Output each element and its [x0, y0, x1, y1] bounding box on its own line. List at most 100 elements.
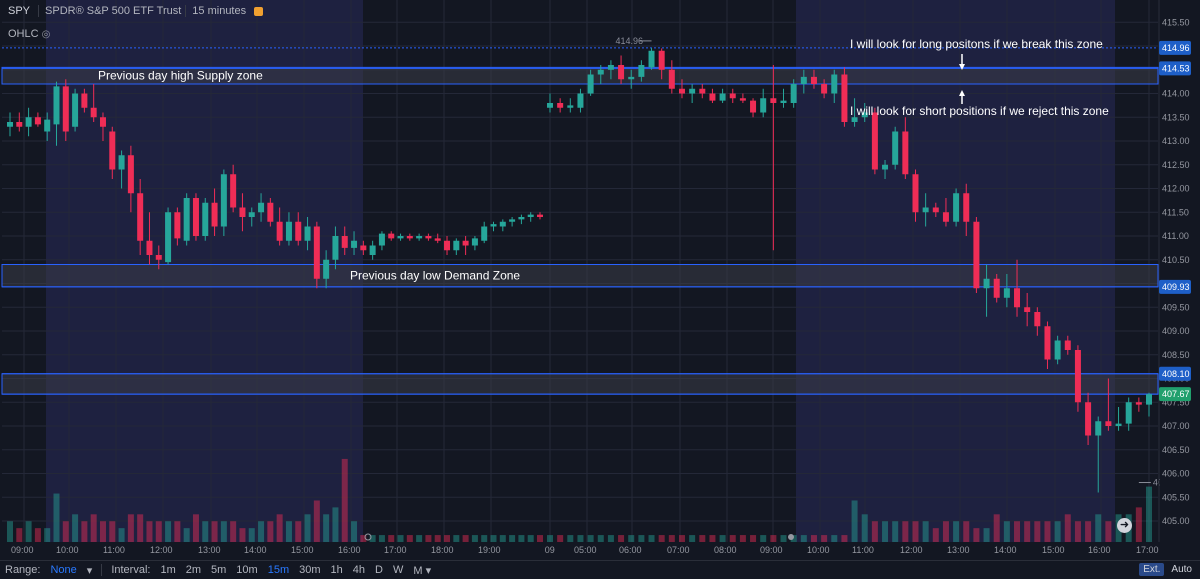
volume-bar: [527, 535, 534, 542]
candle: [1003, 274, 1010, 308]
interval-label-footer: Interval:: [111, 564, 151, 576]
volume-bar: [557, 535, 564, 542]
symbol-label[interactable]: SPY: [0, 5, 40, 17]
volume-bar: [378, 535, 385, 542]
volume-bar: [81, 521, 88, 542]
go-to-realtime-button[interactable]: ➜: [1117, 518, 1132, 533]
interval-buttons: 1m 2m 5m 10m 15m 30m 1h 4h D W M ▾: [155, 564, 436, 577]
candle: [471, 236, 478, 251]
candle: [220, 169, 227, 236]
volume-bar: [25, 521, 32, 542]
candle: [7, 112, 13, 137]
y-tick-label: 413.00: [1162, 136, 1190, 146]
candle: [332, 226, 339, 270]
candle-body: [597, 69, 604, 75]
candle: [760, 88, 767, 118]
y-tick-label: 412.00: [1162, 184, 1190, 194]
volume-bar: [44, 528, 51, 542]
interval-button-10m[interactable]: 10m: [236, 563, 258, 576]
zone-box: [1, 373, 1159, 395]
chevron-down-icon[interactable]: ▾: [86, 564, 93, 577]
volume-bar: [1105, 521, 1112, 542]
candle: [44, 112, 51, 141]
eye-off-icon[interactable]: ◎: [41, 28, 51, 40]
candle: [248, 207, 255, 227]
candle-body: [841, 74, 848, 122]
volume-bar: [518, 535, 525, 542]
candle-body: [72, 93, 79, 127]
interval-button-w[interactable]: W: [392, 563, 404, 576]
volume-bar: [165, 521, 172, 542]
x-tick-label: 16:00: [1088, 545, 1111, 555]
interval-button-30m[interactable]: 30m: [299, 563, 321, 576]
scale-controls: Ext. Auto: [1139, 563, 1196, 576]
candle-body: [587, 74, 594, 94]
candle: [699, 84, 706, 99]
candle: [509, 217, 516, 227]
candle-body: [963, 193, 970, 222]
x-tick-label: 05:00: [574, 545, 597, 555]
interval-button-1h[interactable]: 1h: [330, 563, 343, 576]
candle: [1146, 392, 1152, 417]
interval-button-5m[interactable]: 5m: [211, 563, 227, 576]
indicator-legend[interactable]: OHLC ◎: [8, 28, 50, 40]
candle: [892, 126, 899, 170]
candle-body: [44, 119, 51, 132]
candle: [109, 126, 116, 179]
candle: [1064, 335, 1071, 355]
interval-button-4h[interactable]: 4h: [352, 563, 366, 576]
volume-bar: [155, 521, 162, 542]
price-label: 408.10: [1162, 369, 1190, 379]
interval-button-d[interactable]: D: [375, 563, 383, 576]
symbol-description: SPDR® S&P 500 ETF Trust: [39, 5, 187, 17]
candle-body: [902, 131, 909, 175]
interval-button-2m[interactable]: 2m: [185, 563, 202, 576]
price-chart[interactable]: Previous day high Supply zone Previous da…: [0, 0, 1200, 560]
interval-button-1m[interactable]: 1m: [160, 563, 176, 576]
x-tick-label: 14:00: [244, 545, 267, 555]
x-tick-label: 17:00: [1136, 545, 1159, 555]
annotation-short: I will look for short positions if we re…: [850, 104, 1109, 118]
volume-bar: [800, 535, 807, 542]
price-label-box: [1159, 387, 1191, 402]
candle-body: [416, 236, 423, 239]
interval-button-m[interactable]: M ▾: [413, 564, 432, 577]
volume-bar: [902, 521, 909, 542]
volume-bar: [892, 521, 899, 542]
candle: [678, 79, 685, 99]
ext-button[interactable]: Ext.: [1139, 563, 1165, 576]
zone-box: [1, 66, 1159, 85]
candle: [192, 193, 199, 241]
volume-bar: [658, 535, 665, 542]
auto-button[interactable]: Auto: [1171, 564, 1192, 575]
volume-bar: [942, 521, 949, 542]
interval-label[interactable]: 15 minutes: [192, 5, 247, 17]
zone-label: Previous day high Supply zone: [98, 69, 263, 83]
candle: [165, 207, 172, 265]
candle-body: [567, 105, 574, 108]
volume-bar: [547, 535, 553, 542]
candle: [800, 69, 807, 94]
candle-body: [258, 202, 265, 213]
candle-body: [912, 174, 919, 213]
interval-button-15m[interactable]: 15m: [267, 563, 290, 576]
volume-bar: [239, 528, 246, 542]
indicator-name: OHLC: [8, 28, 39, 40]
volume-bar: [351, 521, 358, 542]
candle-body: [1044, 326, 1051, 360]
candle: [313, 221, 320, 289]
candle: [90, 84, 97, 122]
range-select[interactable]: None: [50, 564, 77, 576]
x-tick-label: 08:00: [714, 545, 737, 555]
candle: [16, 112, 23, 132]
candle-body: [821, 84, 828, 94]
candle-body: [750, 100, 757, 113]
candle: [1054, 335, 1061, 365]
candle: [882, 160, 889, 179]
x-tick-label: 10:00: [56, 545, 79, 555]
candle: [1085, 392, 1092, 445]
volume-bar: [416, 535, 423, 542]
candle: [607, 60, 614, 80]
candle-body: [378, 233, 385, 246]
candle: [397, 233, 404, 241]
